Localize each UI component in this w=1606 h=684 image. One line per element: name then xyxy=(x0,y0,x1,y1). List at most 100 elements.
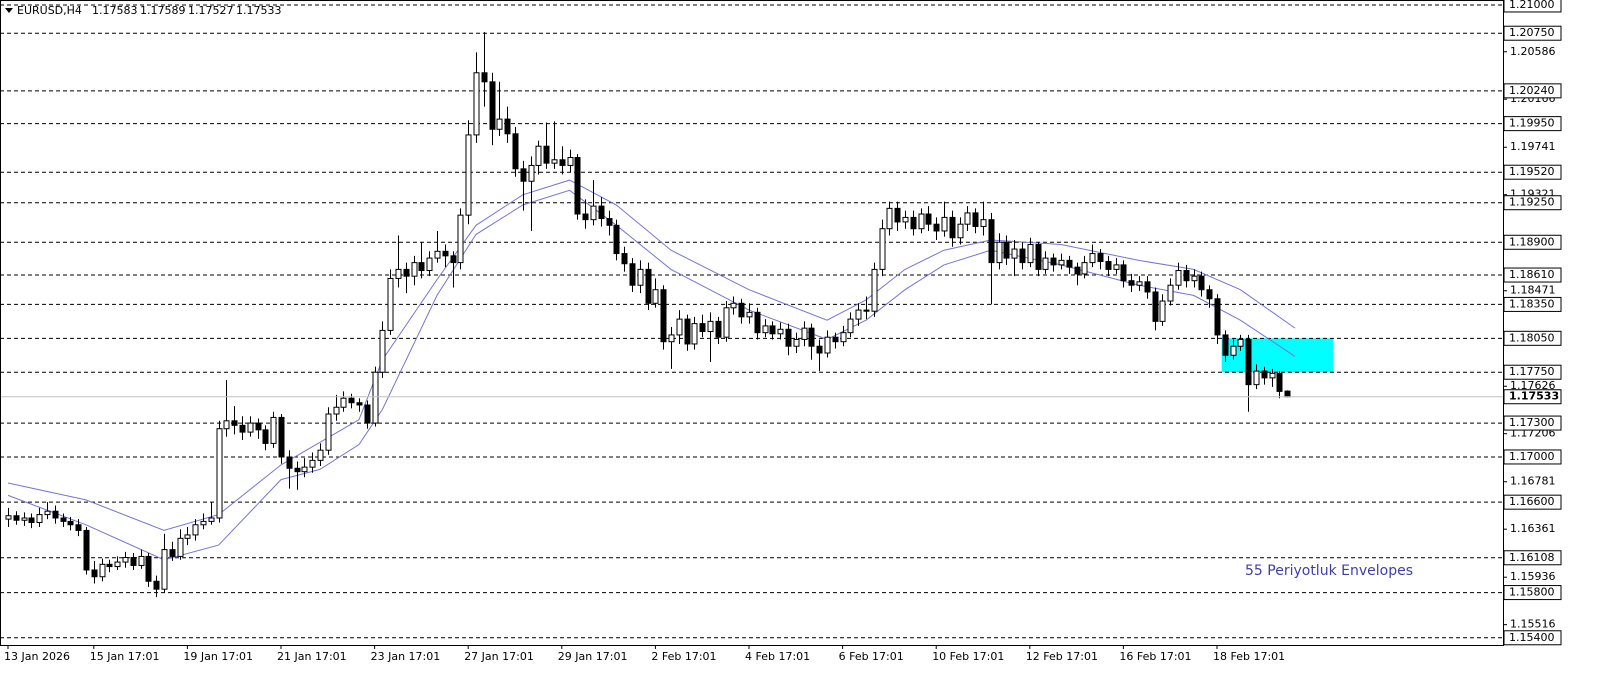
candle-body xyxy=(52,510,59,519)
candle-body xyxy=(551,159,558,164)
candle-body xyxy=(1035,244,1042,270)
candle-body xyxy=(723,307,730,338)
high-price: 1.17589 xyxy=(140,4,186,17)
candle-body xyxy=(496,118,503,130)
low-price: 1.17527 xyxy=(188,4,234,17)
candle-body xyxy=(543,145,550,164)
candle-body xyxy=(964,212,971,225)
candle-body xyxy=(816,345,823,354)
candle-body xyxy=(871,268,878,312)
level-label-box xyxy=(1503,550,1562,566)
level-label: 1.15400 xyxy=(1509,631,1555,644)
x-tick-label: 16 Feb 17:01 xyxy=(1119,650,1191,663)
candle-body xyxy=(13,515,20,521)
candle-body xyxy=(372,371,379,424)
y-tick-label: 1.20586 xyxy=(1510,45,1556,58)
candle-body xyxy=(1089,253,1096,264)
candle-body xyxy=(247,422,254,433)
candle-body xyxy=(520,168,527,182)
y-tick-label: 1.17626 xyxy=(1510,379,1556,392)
candle-body xyxy=(863,309,870,312)
candle-body xyxy=(317,449,324,461)
candle-body xyxy=(153,580,160,590)
y-tick-label: 1.15936 xyxy=(1510,570,1556,583)
candle-body xyxy=(83,529,90,571)
x-tick-label: 2 Feb 17:01 xyxy=(651,650,716,663)
candle-body xyxy=(1167,284,1174,302)
candle-body xyxy=(473,72,480,136)
candle-body xyxy=(629,263,636,286)
x-tick-label: 10 Feb 17:01 xyxy=(932,650,1004,663)
candle-body xyxy=(847,318,854,334)
candle-body xyxy=(1097,253,1104,262)
x-tick-label: 15 Jan 17:01 xyxy=(90,650,160,663)
level-label-box xyxy=(1503,585,1562,601)
candle-body xyxy=(1066,259,1073,268)
candle-body xyxy=(434,250,441,259)
candle-body xyxy=(340,397,347,408)
candle-body xyxy=(730,302,737,309)
close-price: 1.17533 xyxy=(236,4,282,17)
candle-body xyxy=(840,332,847,343)
candle-body xyxy=(403,268,410,277)
candle-body xyxy=(5,515,12,520)
level-label-box xyxy=(1503,116,1562,132)
annotation: 55 Periyotluk Envelopes xyxy=(1245,563,1413,579)
candle-body xyxy=(161,549,168,590)
candle-body xyxy=(824,336,831,354)
candle-body xyxy=(941,216,948,232)
candle-body xyxy=(356,402,363,406)
candle-body xyxy=(691,323,698,345)
level-label-box xyxy=(1503,330,1562,346)
candle-body xyxy=(60,517,67,522)
candle-body xyxy=(902,216,909,223)
candle-body xyxy=(1253,370,1260,386)
level-label-box xyxy=(1503,494,1562,510)
level-label-box xyxy=(1503,364,1562,380)
x-tick-label: 23 Jan 17:01 xyxy=(371,650,441,663)
candle-body xyxy=(894,207,901,223)
candle-body xyxy=(122,557,129,563)
level-label-box xyxy=(1503,415,1562,431)
candle-body xyxy=(75,524,82,531)
y-tick-label: 1.16781 xyxy=(1510,475,1556,488)
candle-body xyxy=(1027,244,1034,264)
x-tick-label: 29 Jan 17:01 xyxy=(558,650,628,663)
candle-body xyxy=(606,218,613,226)
candle-body xyxy=(1261,370,1268,379)
candle-body xyxy=(1144,281,1151,293)
candle-body xyxy=(1058,259,1065,266)
candle-body xyxy=(1245,338,1252,386)
y-tick-label: 1.19741 xyxy=(1510,140,1556,153)
level-label: 1.16600 xyxy=(1509,495,1555,508)
level-label: 1.16108 xyxy=(1509,551,1555,564)
candle-body xyxy=(512,133,519,170)
candle-body xyxy=(1276,372,1283,392)
candle-body xyxy=(613,224,620,255)
candle-body xyxy=(996,241,1003,264)
candle-body xyxy=(660,289,667,343)
candle-body xyxy=(832,336,839,343)
x-tick-label: 12 Feb 17:01 xyxy=(1026,650,1098,663)
y-tick-label: 1.16361 xyxy=(1510,522,1556,535)
candle-body xyxy=(1152,291,1159,322)
candle-body xyxy=(1050,257,1057,266)
candle-body xyxy=(216,428,223,519)
level-label: 1.17300 xyxy=(1509,416,1555,429)
candle-body xyxy=(886,207,893,230)
current-price-box xyxy=(1503,389,1562,405)
candle-body xyxy=(1136,281,1143,286)
candle-body xyxy=(754,311,761,334)
candle-body xyxy=(333,406,340,415)
candle-body xyxy=(44,510,51,516)
candle-body xyxy=(278,416,285,458)
candle-body xyxy=(808,327,815,347)
candle-body xyxy=(699,323,706,333)
candle-body xyxy=(169,549,176,557)
candle-body xyxy=(223,420,230,430)
candle-body xyxy=(426,257,433,272)
candle-body xyxy=(294,467,301,473)
candle-body xyxy=(793,338,800,347)
candle-body xyxy=(933,223,940,232)
level-label: 1.18050 xyxy=(1509,331,1555,344)
